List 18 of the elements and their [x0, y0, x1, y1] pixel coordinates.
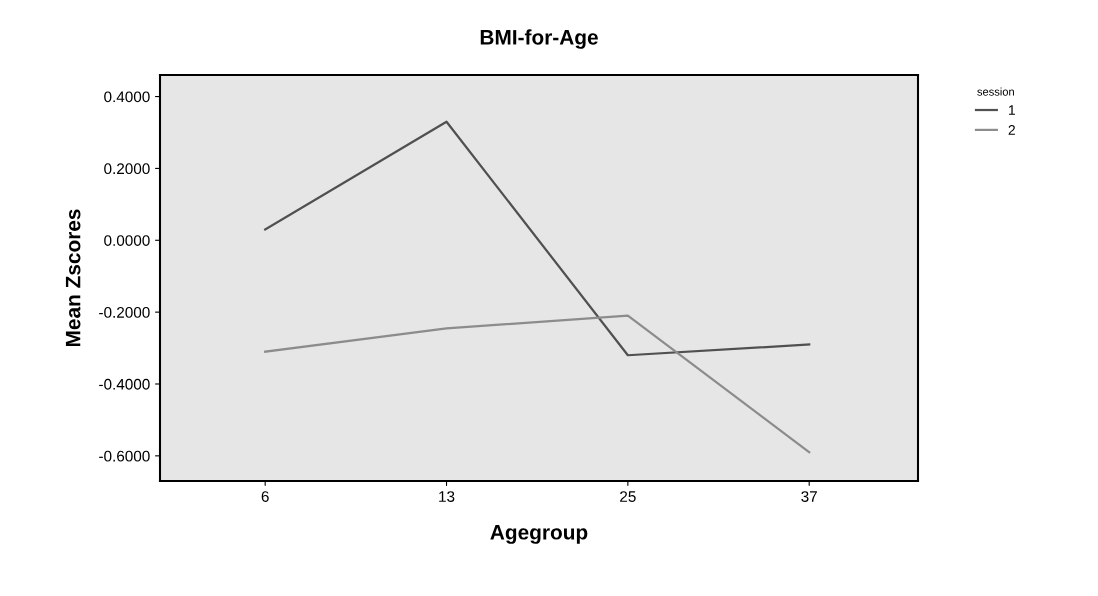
chart-title: BMI-for-Age — [480, 29, 598, 49]
y-tick-label: 0.4000 — [104, 91, 150, 103]
y-axis-title: Mean Zscores — [65, 209, 81, 347]
line-series — [264, 314, 811, 454]
x-axis-title: Agegroup — [490, 525, 588, 544]
x-tick-label: 13 — [439, 491, 455, 502]
x-tick-label: 6 — [261, 491, 269, 502]
legend-label: 2 — [1008, 125, 1015, 135]
x-tick-label: 37 — [801, 491, 817, 502]
y-tick-label: 0.0000 — [104, 235, 150, 246]
legend-label: 1 — [1008, 105, 1015, 115]
y-tick-label: -0.4000 — [99, 378, 150, 390]
y-tick-label: -0.6000 — [99, 450, 150, 462]
line-series — [264, 120, 811, 357]
legend-title: session — [977, 87, 1014, 96]
y-tick-label: 0.2000 — [104, 163, 150, 175]
y-tick-label: -0.2000 — [99, 307, 150, 318]
x-tick-label: 25 — [620, 491, 636, 502]
